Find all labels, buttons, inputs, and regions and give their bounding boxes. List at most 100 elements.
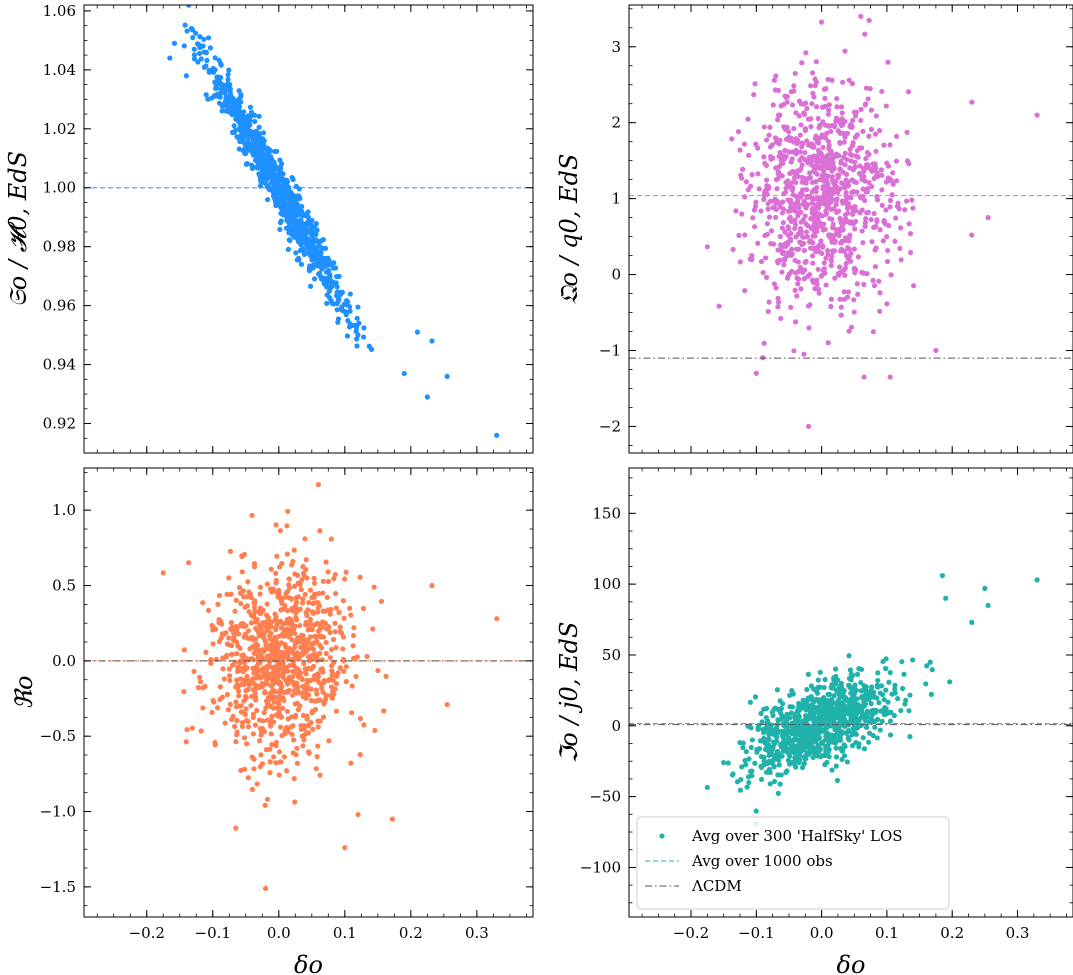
data-point [740, 744, 746, 751]
data-point [811, 228, 817, 234]
data-point [801, 247, 808, 254]
data-point [837, 166, 843, 172]
data-point [822, 762, 828, 768]
data-point [210, 697, 216, 704]
data-point [761, 192, 768, 198]
data-point [795, 197, 801, 204]
data-point [171, 40, 178, 46]
data-point [892, 682, 898, 689]
data-point [861, 270, 867, 276]
data-point [264, 653, 270, 659]
data-point [242, 680, 248, 686]
data-point [847, 124, 853, 130]
data-point [788, 89, 794, 95]
data-point [800, 201, 806, 207]
data-point [319, 657, 325, 663]
data-point [325, 569, 331, 575]
data-point [218, 82, 225, 88]
data-point [740, 740, 746, 746]
data-point [828, 258, 834, 264]
data-point [887, 718, 894, 724]
x-tick-label: 0.3 [1006, 924, 1030, 942]
data-point [799, 764, 806, 771]
data-point [761, 196, 767, 202]
data-point [784, 711, 790, 717]
data-point [221, 631, 228, 637]
data-point [302, 591, 308, 598]
data-point [862, 197, 868, 204]
data-point [282, 620, 288, 627]
data-point [870, 277, 876, 283]
data-point [277, 528, 283, 534]
data-point [844, 759, 850, 765]
data-point [825, 123, 832, 129]
data-point [868, 217, 874, 223]
data-point [252, 608, 258, 614]
data-point [350, 632, 357, 639]
data-point [789, 704, 796, 710]
data-point [779, 742, 785, 748]
data-point [761, 340, 767, 346]
data-point [830, 154, 837, 161]
data-point [295, 572, 301, 578]
data-point [869, 694, 876, 700]
data-point [909, 197, 915, 203]
data-point [842, 743, 848, 750]
data-point [320, 255, 326, 261]
data-point [282, 191, 288, 198]
data-point [257, 142, 263, 148]
data-point [266, 164, 272, 170]
data-point [803, 50, 809, 56]
data-point [321, 701, 327, 707]
data-point [811, 221, 817, 227]
data-point [786, 740, 792, 746]
data-point [804, 686, 810, 693]
data-point [246, 589, 252, 595]
data-point [330, 677, 336, 683]
data-point [803, 205, 809, 211]
data-point [893, 158, 900, 164]
data-point [349, 683, 355, 689]
data-point [268, 731, 274, 737]
data-point [844, 294, 851, 300]
data-point [822, 192, 828, 198]
data-point [776, 299, 782, 305]
data-point [830, 159, 836, 166]
data-point [969, 99, 975, 105]
data-point [297, 582, 303, 588]
data-point [294, 745, 300, 751]
data-point [816, 125, 822, 131]
data-point [310, 726, 316, 732]
y-tick-label: 0.5 [52, 577, 76, 595]
data-point [241, 133, 247, 139]
data-point [763, 255, 769, 261]
data-point [839, 122, 846, 128]
data-point [794, 737, 800, 743]
data-point [248, 148, 255, 154]
data-point [815, 212, 821, 218]
data-point [206, 69, 212, 75]
data-point [254, 707, 260, 714]
data-point [849, 152, 855, 158]
data-point [294, 650, 300, 656]
data-point [826, 746, 832, 752]
data-point [802, 755, 808, 762]
data-point [803, 707, 809, 713]
data-point [252, 722, 258, 728]
data-point [758, 764, 765, 770]
data-point [289, 175, 295, 181]
data-point [766, 736, 772, 742]
data-point [775, 772, 781, 778]
data-point [736, 232, 742, 238]
data-point [800, 240, 807, 246]
data-point [888, 178, 895, 184]
x-tick-label: 0.3 [465, 924, 489, 942]
data-point [272, 694, 278, 701]
data-point [792, 287, 798, 293]
data-point [263, 705, 269, 711]
data-point [312, 580, 318, 586]
data-point [194, 41, 201, 47]
data-point [381, 708, 387, 714]
data-point [788, 135, 794, 141]
data-point [285, 729, 291, 735]
